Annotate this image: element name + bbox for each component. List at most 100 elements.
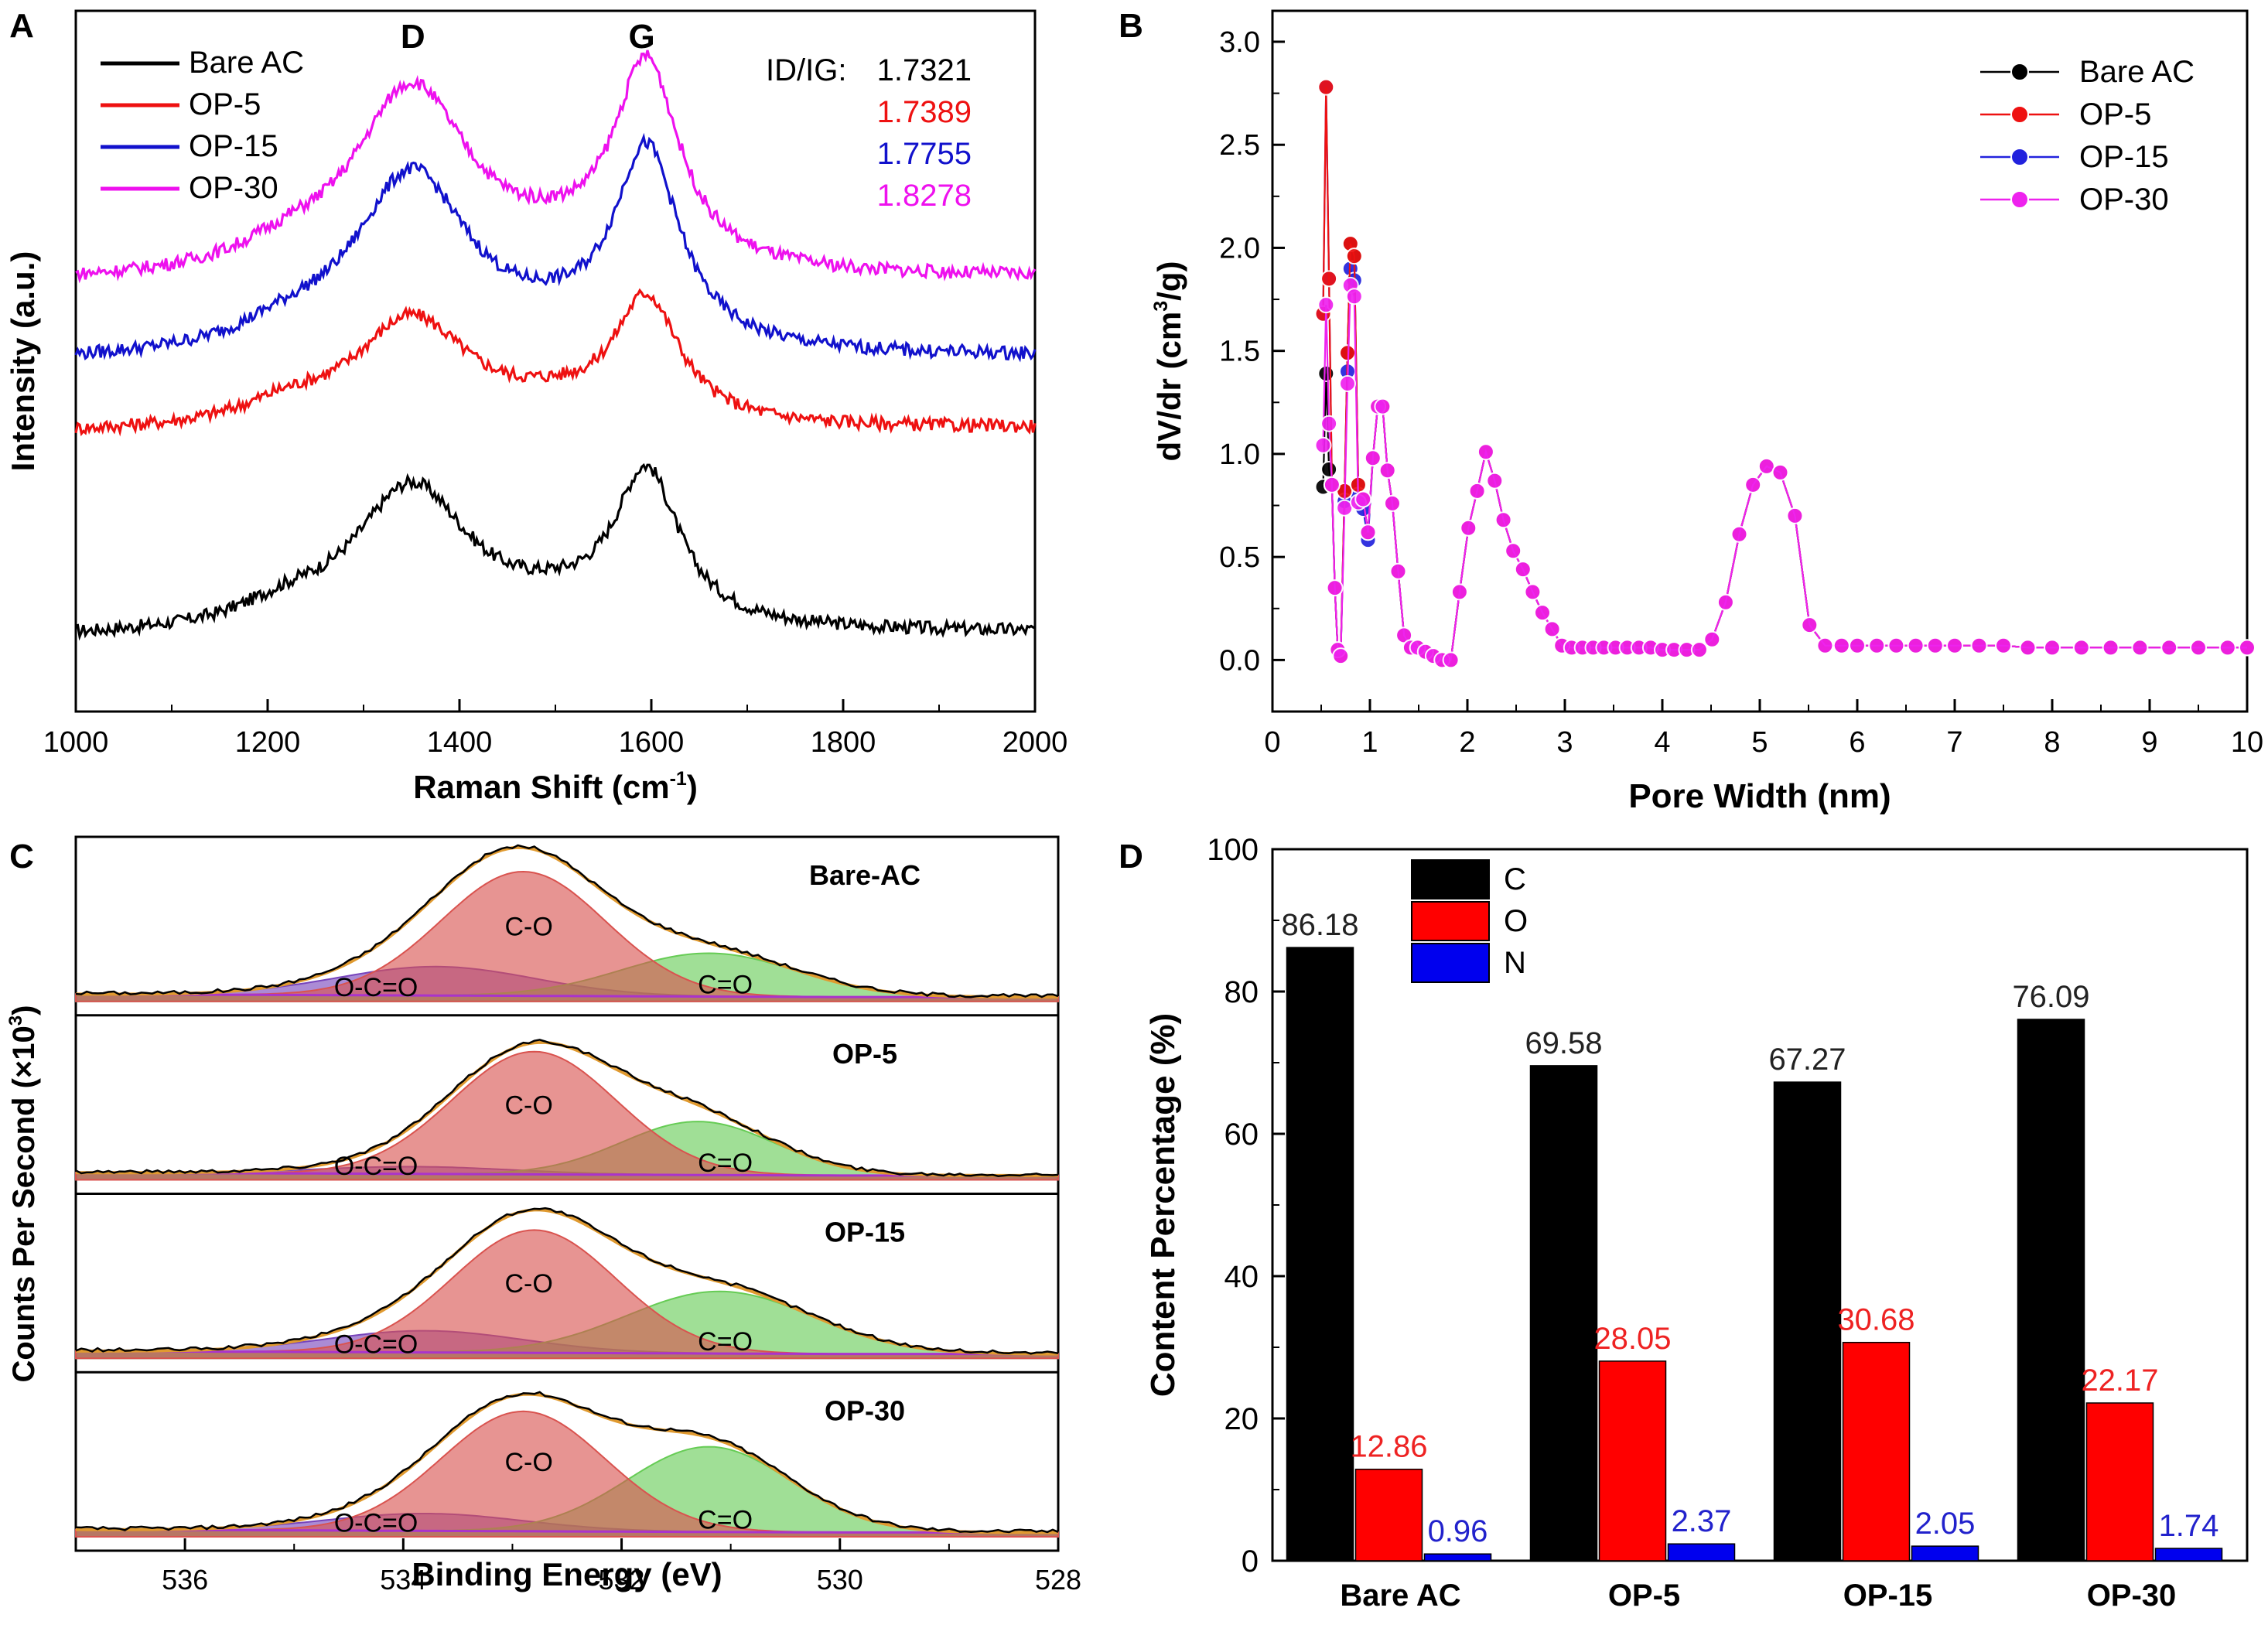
x-tick-label: 1200	[235, 726, 301, 759]
psd-point	[1801, 616, 1819, 634]
xps-raw-data	[75, 1039, 1059, 1177]
psd-point	[1317, 365, 1335, 382]
x-tick-label: 10	[2231, 726, 2263, 759]
xps-raw-data	[75, 1207, 1059, 1355]
legend-marker	[2010, 190, 2029, 209]
bar-value-label: 76.09	[2012, 980, 2089, 1014]
psd-point	[1907, 637, 1925, 654]
psd-point	[1323, 476, 1341, 493]
legend-marker	[2010, 105, 2029, 124]
bar	[1773, 1081, 1842, 1562]
psd-point	[1460, 519, 1477, 537]
y-tick-label: 60	[1225, 1118, 1259, 1152]
component-label: C-O	[504, 1448, 552, 1477]
psd-point	[1486, 472, 1504, 490]
bar-value-label: 2.05	[1915, 1507, 1976, 1541]
x-tick-label: 7	[1946, 726, 1962, 759]
psd-point	[1514, 561, 1532, 579]
bar-value-label: 22.17	[2081, 1364, 2158, 1398]
psd-point	[1887, 637, 1905, 654]
subplot-label: OP-5	[832, 1038, 897, 1070]
psd-point	[1345, 288, 1363, 305]
psd-point	[1543, 620, 1561, 638]
bar-value-label: 1.74	[2159, 1509, 2219, 1543]
y-axis-label: dV/dr (cm3/g)	[1150, 261, 1187, 462]
psd-point	[1326, 579, 1344, 597]
x-tick-label: 4	[1654, 726, 1670, 759]
x-tick-label: OP-30	[2087, 1579, 2177, 1613]
y-tick-label: 20	[1225, 1402, 1259, 1436]
legend-swatch	[1411, 859, 1490, 899]
spectrum-line	[75, 49, 1037, 284]
psd-point	[1494, 511, 1512, 529]
psd-point	[1505, 542, 1522, 560]
psd-point	[1926, 637, 1944, 654]
component-label: O-C=O	[334, 1152, 418, 1181]
x-tick-label: 532	[599, 1564, 645, 1596]
bar	[1598, 1360, 1667, 1562]
bar	[1911, 1545, 1979, 1562]
psd-point	[2218, 639, 2236, 657]
x-tick-label: OP-15	[1843, 1579, 1933, 1613]
psd-point	[1339, 375, 1356, 392]
bar	[2154, 1548, 2223, 1562]
y-tick-label: 3.0	[1219, 26, 1260, 59]
bar-value-label: 86.18	[1281, 908, 1358, 942]
panel-label-d: D	[1119, 838, 1143, 876]
panel-label-a: A	[9, 7, 34, 45]
legend-label: OP-30	[2079, 183, 2169, 217]
psd-point	[2019, 639, 2037, 657]
psd-point	[1868, 637, 1886, 654]
bar-value-label: 0.96	[1428, 1514, 1488, 1548]
psd-point	[2160, 639, 2178, 657]
x-tick-label: 5	[1751, 726, 1768, 759]
x-tick-label: OP-5	[1608, 1579, 1680, 1613]
y-tick-label: 2.5	[1219, 129, 1260, 162]
psd-point	[1314, 436, 1332, 454]
bar	[1667, 1543, 1736, 1562]
psd-point	[1534, 604, 1551, 622]
bar-value-label: 67.27	[1768, 1043, 1846, 1077]
psd-point	[1703, 630, 1721, 648]
y-tick-label: 0.5	[1219, 541, 1260, 574]
component-label: C-O	[504, 1269, 552, 1299]
ratio-value: 1.7389	[877, 95, 972, 129]
xps-baseline	[76, 1171, 1047, 1177]
x-tick-label: 530	[817, 1564, 863, 1596]
psd-point	[1690, 641, 1708, 659]
subplot-label: OP-30	[825, 1394, 905, 1426]
component-label: C=O	[698, 970, 753, 999]
x-axis-label: Pore Width (nm)	[1628, 777, 1891, 815]
component-label: C=O	[698, 1506, 753, 1535]
xps-component-area	[75, 1410, 1059, 1538]
bar	[1286, 947, 1354, 1562]
psd-point	[1849, 637, 1866, 654]
ratio-value: 1.7321	[877, 53, 972, 87]
ratio-value: 1.7755	[877, 137, 972, 171]
psd-point	[1995, 637, 2012, 654]
component-label: C=O	[698, 1149, 753, 1178]
psd-point	[1359, 524, 1377, 541]
x-tick-label: 3	[1556, 726, 1573, 759]
spectrum-line	[74, 288, 1037, 437]
psd-point	[1378, 462, 1396, 480]
x-tick-label: 534	[380, 1564, 426, 1596]
y-tick-label: 100	[1207, 833, 1259, 867]
psd-point	[1833, 637, 1850, 654]
psd-point	[1730, 525, 1748, 543]
psd-point	[1442, 651, 1460, 669]
legend-label: OP-5	[189, 87, 261, 121]
psd-point	[1317, 296, 1335, 314]
y-tick-label: 80	[1225, 975, 1259, 1009]
y-tick-label: 40	[1225, 1260, 1259, 1294]
panel-label-c: C	[9, 838, 34, 876]
psd-point	[1450, 583, 1468, 601]
x-axis-label: Raman Shift (cm-1)	[413, 768, 698, 805]
legend-label: OP-5	[2079, 97, 2151, 131]
x-tick-label: 6	[1849, 726, 1865, 759]
y-axis-label: Counts Per Second (×103)	[5, 1005, 41, 1383]
panel-label-b: B	[1119, 7, 1143, 45]
y-tick-label: 0.0	[1219, 644, 1260, 677]
psd-point	[1389, 562, 1407, 580]
